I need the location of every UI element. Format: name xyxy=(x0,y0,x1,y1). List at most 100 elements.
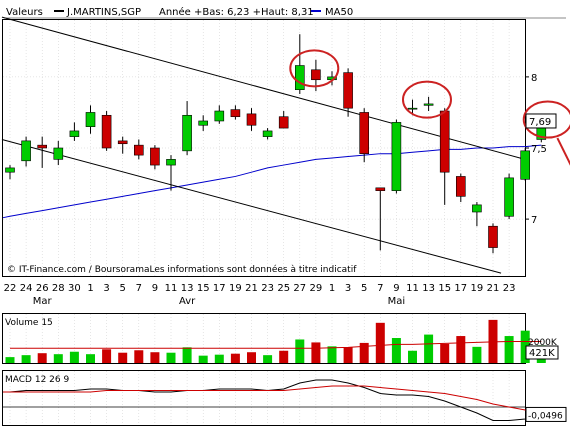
candle-body xyxy=(101,114,112,149)
volume-bar xyxy=(166,352,176,363)
volume-bar xyxy=(456,336,466,363)
volume-bar xyxy=(311,342,321,363)
x-tick-label: 22 xyxy=(4,283,17,294)
volume-bar xyxy=(359,342,369,363)
credit-text: © IT-Finance.com / BoursoramaLes informa… xyxy=(7,264,357,275)
x-tick-label: 21 xyxy=(245,283,258,294)
volume-bar xyxy=(391,338,401,363)
candle-body xyxy=(5,167,15,173)
candle-body xyxy=(504,177,514,217)
trendline xyxy=(1,138,502,274)
annotation-circle xyxy=(522,100,570,139)
volume-bar xyxy=(408,350,417,363)
x-tick-label: 13 xyxy=(422,283,435,294)
volume-badge-box xyxy=(525,345,559,360)
x-tick-label: 29 xyxy=(310,283,323,294)
candle-body xyxy=(391,122,402,191)
x-tick-label: 1 xyxy=(329,283,335,294)
candle-body xyxy=(423,103,434,106)
candle-body xyxy=(311,69,321,81)
volume-bar xyxy=(150,352,160,363)
candle-body xyxy=(69,130,80,137)
x-tick-label: 19 xyxy=(229,283,242,294)
candle-body xyxy=(472,204,482,213)
x-tick-label: 11 xyxy=(406,283,419,294)
volume-y-tick-label: 2000K xyxy=(528,338,558,348)
macd-panel-frame xyxy=(2,370,526,426)
macd-lines xyxy=(3,379,542,421)
price-y-tick-label: 7,5 xyxy=(531,144,547,155)
volume-bar xyxy=(247,352,256,363)
x-tick-label: 15 xyxy=(197,283,210,294)
candle-body xyxy=(407,107,418,110)
volume-bar xyxy=(263,355,273,363)
volume-bar xyxy=(424,334,434,363)
x-tick-label: 5 xyxy=(361,283,367,294)
x-tick-label: 5 xyxy=(120,283,126,294)
annotations xyxy=(289,49,570,166)
x-month-label: Avr xyxy=(179,296,196,307)
candle-body xyxy=(359,112,370,154)
candle-body xyxy=(117,140,128,145)
candle-body xyxy=(520,150,531,180)
x-tick-label: 28 xyxy=(52,283,65,294)
x-tick-label: 30 xyxy=(68,283,81,294)
macd-y-axis: -0,0496 xyxy=(525,406,567,422)
x-tick-label: 3 xyxy=(103,283,109,294)
candle-body xyxy=(294,65,305,90)
x-tick-label: 27 xyxy=(293,283,306,294)
volume-bar xyxy=(198,355,208,363)
candle-body xyxy=(53,147,64,160)
volume-bar xyxy=(214,354,224,363)
x-tick-label: 3 xyxy=(345,283,351,294)
price-badge-text: 7,69 xyxy=(529,117,551,128)
candle-body xyxy=(230,109,241,118)
volume-bar xyxy=(5,357,15,363)
volume-bar xyxy=(279,350,289,363)
legend-ma: MA50 xyxy=(325,7,353,18)
volume-bar xyxy=(86,354,95,363)
trendlines xyxy=(1,16,526,274)
volume-bar xyxy=(230,353,240,363)
annotation-circle xyxy=(401,80,452,119)
x-month-label: Mai xyxy=(388,296,406,307)
volume-bar xyxy=(327,346,337,363)
trendline xyxy=(1,16,526,160)
candle-body xyxy=(198,120,208,126)
price-y-axis: 7 7,5 8 7,69 xyxy=(525,73,557,226)
macd-badge-text: -0,0496 xyxy=(528,411,563,421)
candle-body xyxy=(182,114,192,152)
ma50-line-group xyxy=(2,144,542,219)
x-tick-label: 24 xyxy=(20,283,33,294)
volume-bar xyxy=(134,350,144,363)
candle-body xyxy=(85,112,96,127)
x-tick-label: 21 xyxy=(487,283,500,294)
volume-bar xyxy=(102,349,112,363)
x-tick-label: 7 xyxy=(136,283,142,294)
volume-bar xyxy=(343,347,353,363)
candle-body xyxy=(246,113,257,126)
volume-bar xyxy=(21,355,31,363)
candle-body xyxy=(37,144,48,149)
volume-bar xyxy=(520,330,530,363)
candle-body xyxy=(455,176,466,197)
candle-body xyxy=(150,147,160,166)
x-tick-label: 23 xyxy=(503,283,516,294)
volume-bar xyxy=(440,343,450,363)
price-grid xyxy=(3,20,525,276)
legend-bg xyxy=(4,4,562,18)
macd-badge-box xyxy=(525,406,567,422)
volume-ma-line xyxy=(10,340,542,349)
volume-badge-text: 421K xyxy=(529,348,555,359)
legend: Valeurs J.MARTINS,SGP Année +Bas: 6,23 +… xyxy=(4,4,566,19)
candle-body xyxy=(375,187,386,191)
volume-bar xyxy=(182,347,192,363)
legend-symbol: J.MARTINS,SGP xyxy=(66,7,141,18)
x-tick-label: 13 xyxy=(181,283,194,294)
volume-bar xyxy=(375,322,385,363)
volume-bar xyxy=(118,352,128,363)
x-tick-label: 17 xyxy=(454,283,467,294)
candle-body xyxy=(278,116,289,129)
